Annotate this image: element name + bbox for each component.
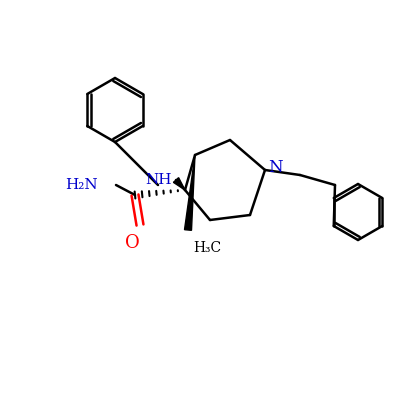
Text: H₃C: H₃C [193, 241, 221, 255]
Text: N: N [268, 160, 282, 176]
Text: NH: NH [145, 173, 171, 187]
Polygon shape [184, 155, 195, 230]
Text: O: O [125, 234, 139, 252]
Text: H₂N: H₂N [65, 178, 98, 192]
Polygon shape [173, 178, 185, 190]
